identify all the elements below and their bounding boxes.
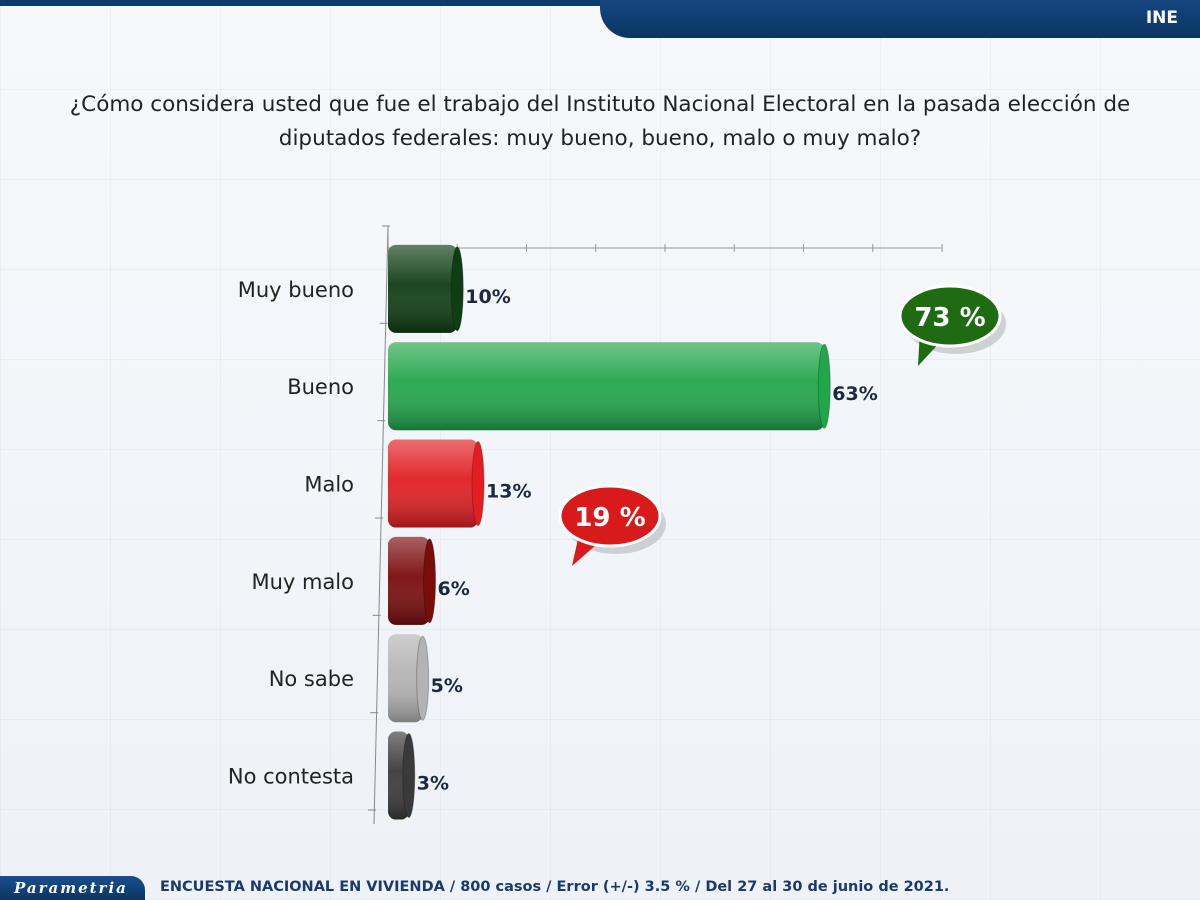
bar-cap-0	[450, 246, 464, 332]
top-bar-tab: INE	[600, 0, 1200, 38]
callout-bubble	[898, 284, 1002, 348]
bar-shade-1	[388, 342, 825, 431]
bar-shade-5	[388, 731, 409, 820]
bar-shade-2	[388, 439, 479, 528]
value-label: 3%	[417, 773, 449, 795]
callout-text: 19 %	[574, 503, 645, 533]
bar-group: Malo 13%	[304, 439, 532, 528]
question-title: ¿Cómo considera usted que fue el trabajo…	[69, 92, 1131, 151]
bar-cap-1	[817, 343, 831, 429]
bar-group: No contesta 3%	[228, 731, 449, 820]
callout-text: 73 %	[914, 303, 985, 333]
bar-group: No sabe 5%	[269, 634, 463, 723]
bar-group: Muy bueno 10%	[238, 244, 511, 333]
value-label: 6%	[438, 578, 470, 600]
bar-shade-4	[388, 634, 423, 723]
bar-cap-2	[471, 441, 485, 527]
bar-cap-5	[402, 733, 416, 819]
category-label: No sabe	[269, 667, 354, 691]
category-label: Muy bueno	[238, 278, 354, 302]
footer: Parametria ENCUESTA NACIONAL EN VIVIENDA…	[0, 876, 1200, 900]
value-label: 10%	[465, 286, 510, 308]
category-label: Bueno	[287, 375, 354, 399]
bar-group: Muy malo 6%	[251, 536, 470, 625]
footer-logo: Parametria	[0, 876, 145, 900]
category-label: Muy malo	[251, 570, 354, 594]
callout-bubble	[558, 484, 662, 548]
category-label: No contesta	[228, 765, 354, 789]
bar-group: Bueno 63%	[287, 342, 878, 431]
bar-shade-0	[388, 244, 458, 333]
bar-cap-4	[416, 635, 430, 721]
callout: 73 %	[898, 284, 1006, 366]
value-label: 13%	[486, 481, 531, 503]
bar-shade-3	[388, 536, 430, 625]
callout: 19 %	[558, 484, 666, 566]
y-axis-line	[373, 225, 389, 825]
value-label: 5%	[431, 675, 463, 697]
header-label: INE	[1145, 8, 1178, 28]
value-label: 63%	[832, 383, 877, 405]
footer-note: ENCUESTA NACIONAL EN VIVIENDA / 800 caso…	[160, 879, 950, 895]
bar-cap-3	[423, 538, 437, 624]
category-label: Malo	[304, 473, 354, 497]
